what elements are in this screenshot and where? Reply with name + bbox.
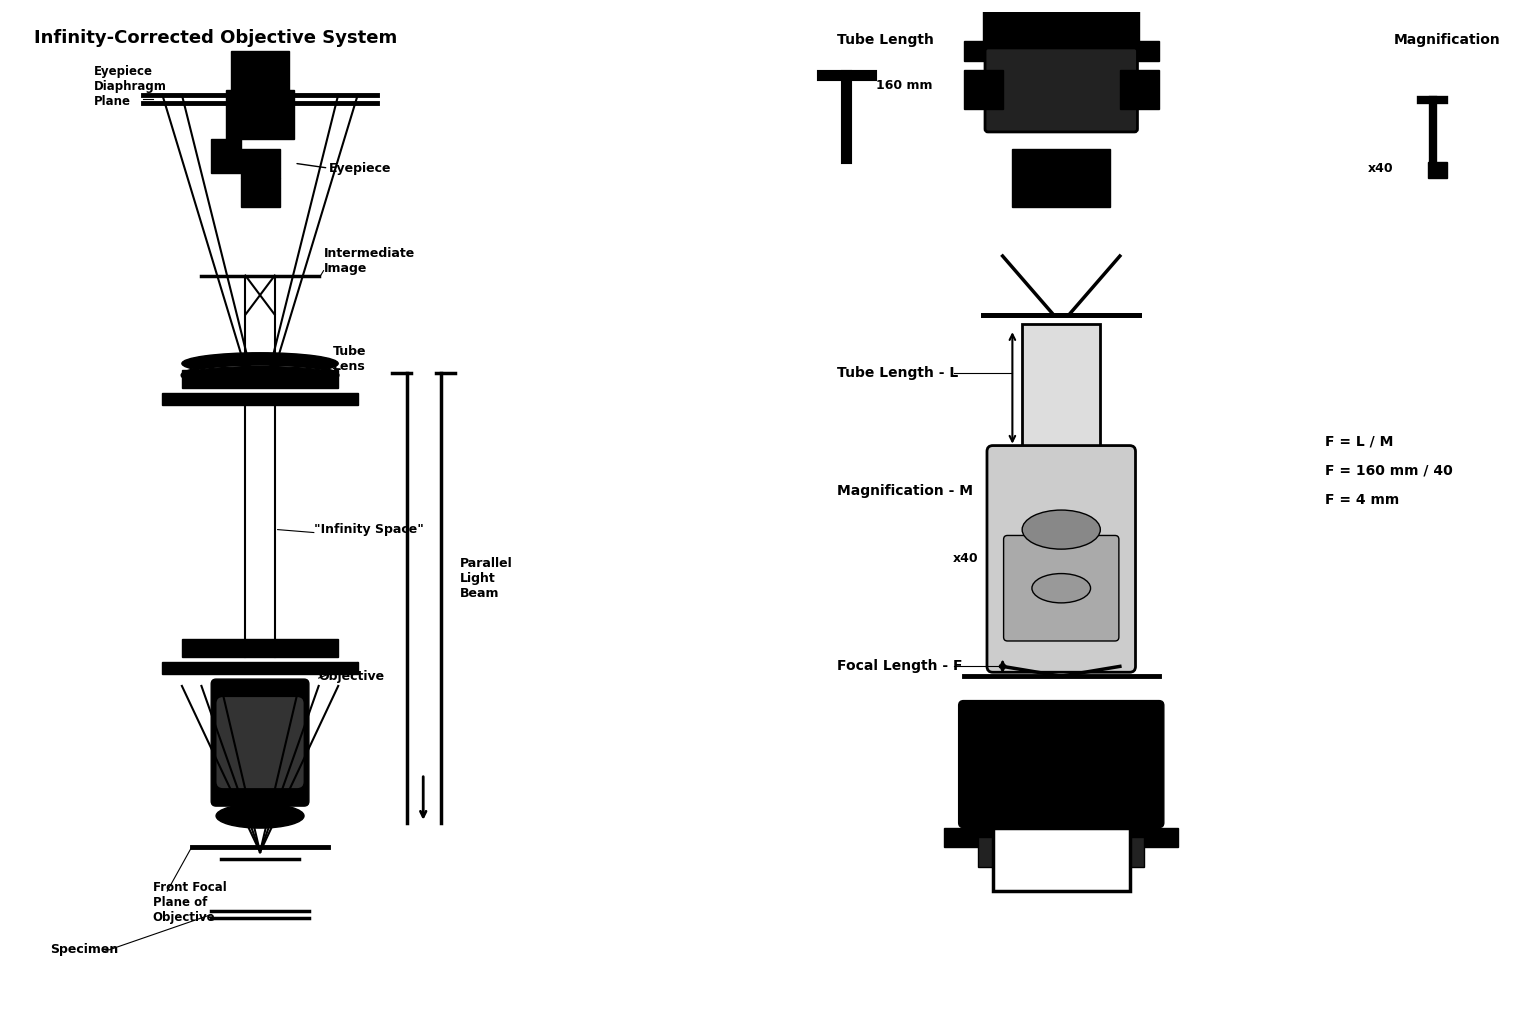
Ellipse shape bbox=[1023, 510, 1100, 549]
Bar bbox=[1023, 325, 1100, 451]
Text: Eyepiece: Eyepiece bbox=[328, 162, 391, 174]
Text: Intermediate
Image: Intermediate Image bbox=[323, 247, 414, 275]
Bar bbox=[1428, 162, 1448, 178]
Text: F = 160 mm / 40: F = 160 mm / 40 bbox=[1324, 464, 1452, 478]
Bar bbox=[226, 90, 294, 138]
Text: "Infinity Space": "Infinity Space" bbox=[314, 523, 424, 536]
FancyBboxPatch shape bbox=[211, 680, 310, 806]
Text: F = L / M: F = L / M bbox=[1324, 435, 1394, 449]
Bar bbox=[993, 827, 1130, 891]
Text: x40: x40 bbox=[1368, 162, 1394, 174]
Bar bbox=[964, 41, 1160, 60]
Bar bbox=[978, 837, 1144, 867]
Text: Objective: Objective bbox=[319, 669, 385, 683]
FancyBboxPatch shape bbox=[987, 446, 1135, 672]
FancyBboxPatch shape bbox=[211, 138, 240, 173]
Text: x40: x40 bbox=[953, 552, 978, 566]
FancyBboxPatch shape bbox=[986, 48, 1138, 132]
FancyBboxPatch shape bbox=[231, 51, 290, 129]
Bar bbox=[983, 0, 1140, 51]
Bar bbox=[240, 149, 280, 178]
Text: Magnification - M: Magnification - M bbox=[836, 484, 973, 497]
Text: F = 4 mm: F = 4 mm bbox=[1324, 493, 1400, 507]
Bar bbox=[944, 827, 1178, 847]
FancyBboxPatch shape bbox=[216, 696, 305, 789]
Text: Eyepiece
Diaphragm
Plane: Eyepiece Diaphragm Plane bbox=[94, 66, 166, 109]
Text: Focal Length - F: Focal Length - F bbox=[836, 659, 962, 673]
Bar bbox=[1120, 71, 1160, 110]
Bar bbox=[964, 71, 1003, 110]
Text: Parallel
Light
Beam: Parallel Light Beam bbox=[460, 557, 513, 600]
Text: Infinity-Corrected Objective System: Infinity-Corrected Objective System bbox=[34, 30, 397, 47]
Bar bbox=[182, 639, 339, 657]
Ellipse shape bbox=[185, 366, 336, 384]
Text: Specimen: Specimen bbox=[49, 943, 119, 956]
FancyBboxPatch shape bbox=[240, 178, 280, 207]
Text: Tube Length - L: Tube Length - L bbox=[836, 366, 958, 380]
Ellipse shape bbox=[182, 365, 339, 386]
Bar bbox=[1012, 149, 1110, 207]
Bar bbox=[162, 662, 357, 674]
FancyBboxPatch shape bbox=[958, 700, 1164, 827]
Text: Tube
Lens: Tube Lens bbox=[333, 344, 367, 373]
Text: 160 mm: 160 mm bbox=[876, 79, 932, 91]
Ellipse shape bbox=[1032, 574, 1090, 603]
Text: Front Focal
Plane of
Objective: Front Focal Plane of Objective bbox=[152, 882, 226, 925]
Bar bbox=[162, 393, 357, 405]
Text: Tube Length: Tube Length bbox=[836, 33, 933, 47]
FancyBboxPatch shape bbox=[1004, 535, 1120, 641]
Text: Magnification: Magnification bbox=[1394, 33, 1500, 47]
Bar bbox=[182, 370, 339, 387]
Ellipse shape bbox=[182, 353, 339, 374]
Ellipse shape bbox=[216, 804, 303, 828]
